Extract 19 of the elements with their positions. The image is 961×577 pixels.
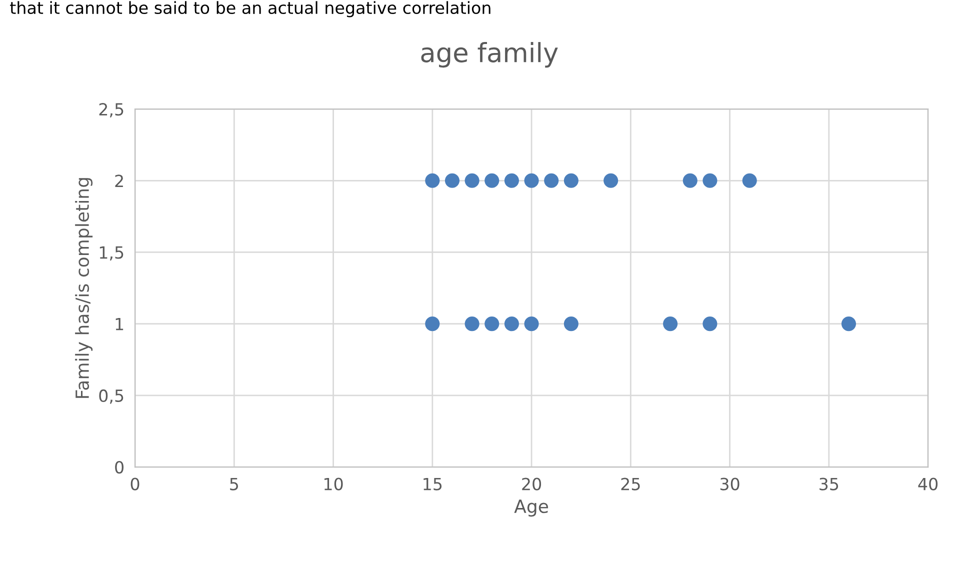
x-tick-label: 10 [324, 478, 343, 490]
x-tick-label: 30 [720, 478, 740, 490]
y-tick-label: 0 [115, 460, 124, 474]
text: that it cannot be said to be an actual negative correlation [10, 1, 490, 18]
chart-title: age family [421, 42, 558, 68]
x-tick-label: 20 [522, 478, 542, 490]
x-axis-title: Age [514, 500, 548, 517]
x-tick-label: 15 [424, 478, 442, 490]
y-tick-label: 0,5 [99, 389, 124, 404]
y-tick-label: 1,5 [100, 246, 124, 261]
x-tick-label: 25 [621, 478, 640, 490]
y-tick-label: 1 [116, 318, 124, 330]
y-tick-label: 2 [115, 174, 123, 187]
y-axis-title: Family has/is completing [75, 178, 93, 398]
x-tick-label: 5 [230, 478, 238, 490]
x-tick-label: 0 [130, 478, 140, 490]
y-tick-label: 2,5 [99, 103, 124, 118]
x-tick-label: 40 [918, 478, 938, 490]
x-tick-label: 35 [820, 478, 838, 490]
